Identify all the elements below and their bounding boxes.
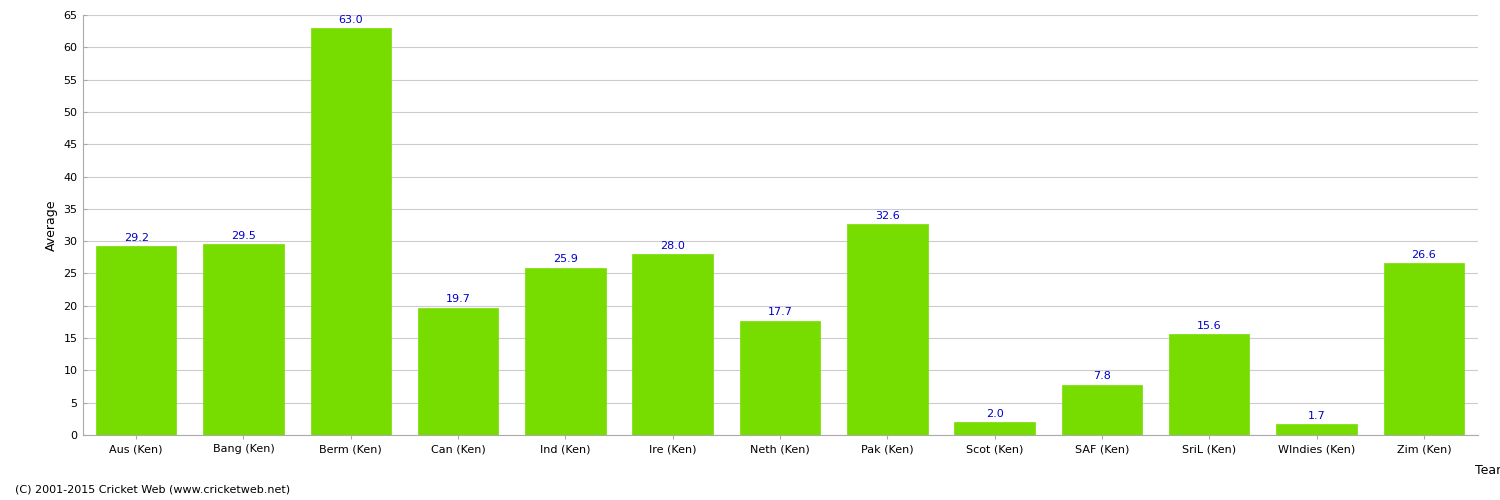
- Y-axis label: Average: Average: [45, 199, 58, 251]
- X-axis label: Team: Team: [1474, 464, 1500, 477]
- Text: 15.6: 15.6: [1197, 321, 1221, 331]
- Bar: [310, 28, 392, 435]
- Bar: [1383, 263, 1464, 435]
- Bar: [1062, 384, 1142, 435]
- Bar: [202, 244, 284, 435]
- Text: 19.7: 19.7: [446, 294, 471, 304]
- Text: 17.7: 17.7: [768, 308, 792, 318]
- Text: 25.9: 25.9: [554, 254, 578, 264]
- Text: 29.2: 29.2: [123, 233, 148, 243]
- Text: 63.0: 63.0: [339, 14, 363, 24]
- Bar: [954, 422, 1035, 435]
- Text: 2.0: 2.0: [986, 409, 1004, 419]
- Bar: [1168, 334, 1250, 435]
- Text: 1.7: 1.7: [1308, 411, 1326, 421]
- Bar: [1276, 424, 1358, 435]
- Bar: [740, 320, 821, 435]
- Text: 32.6: 32.6: [874, 211, 900, 221]
- Bar: [96, 246, 177, 435]
- Text: 7.8: 7.8: [1094, 372, 1112, 382]
- Text: 26.6: 26.6: [1412, 250, 1436, 260]
- Bar: [633, 254, 712, 435]
- Text: 29.5: 29.5: [231, 231, 256, 241]
- Bar: [847, 224, 927, 435]
- Bar: [525, 268, 606, 435]
- Bar: [419, 308, 498, 435]
- Text: 28.0: 28.0: [660, 241, 686, 251]
- Text: (C) 2001-2015 Cricket Web (www.cricketweb.net): (C) 2001-2015 Cricket Web (www.cricketwe…: [15, 485, 290, 495]
